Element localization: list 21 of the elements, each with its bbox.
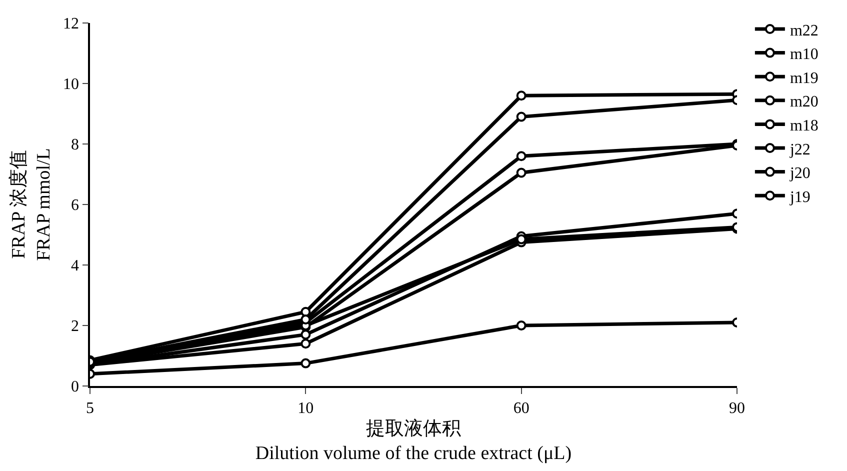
x-tick-label: 60 — [513, 400, 530, 417]
x-tick-label: 10 — [298, 400, 314, 417]
legend-label: m22 — [790, 22, 818, 40]
x-tick-label: 5 — [86, 400, 94, 417]
y-tick-label: 10 — [63, 76, 80, 94]
y-axis-title: FRAP 浓度值 FRAP mmol/L — [8, 148, 54, 261]
legend-label: j20 — [788, 165, 810, 182]
y-tick-label: 12 — [63, 16, 80, 33]
legend-label: j19 — [788, 188, 810, 206]
y-tick-label: 2 — [71, 318, 80, 336]
y-tick-label: 6 — [71, 197, 80, 214]
y-tick-label: 0 — [71, 378, 80, 396]
legend-label: m19 — [790, 70, 818, 87]
legend-label: m10 — [790, 46, 818, 64]
y-tick-label: 8 — [71, 136, 80, 154]
legend-label: m18 — [790, 117, 818, 134]
x-tick-label: 90 — [729, 400, 745, 417]
legend-label: m20 — [790, 94, 818, 111]
legend-label: j22 — [788, 141, 810, 158]
x-axis-title: 提取液体积 Dilution volume of the crude extract (μL) — [255, 417, 572, 464]
y-tick-label: 4 — [71, 258, 80, 275]
